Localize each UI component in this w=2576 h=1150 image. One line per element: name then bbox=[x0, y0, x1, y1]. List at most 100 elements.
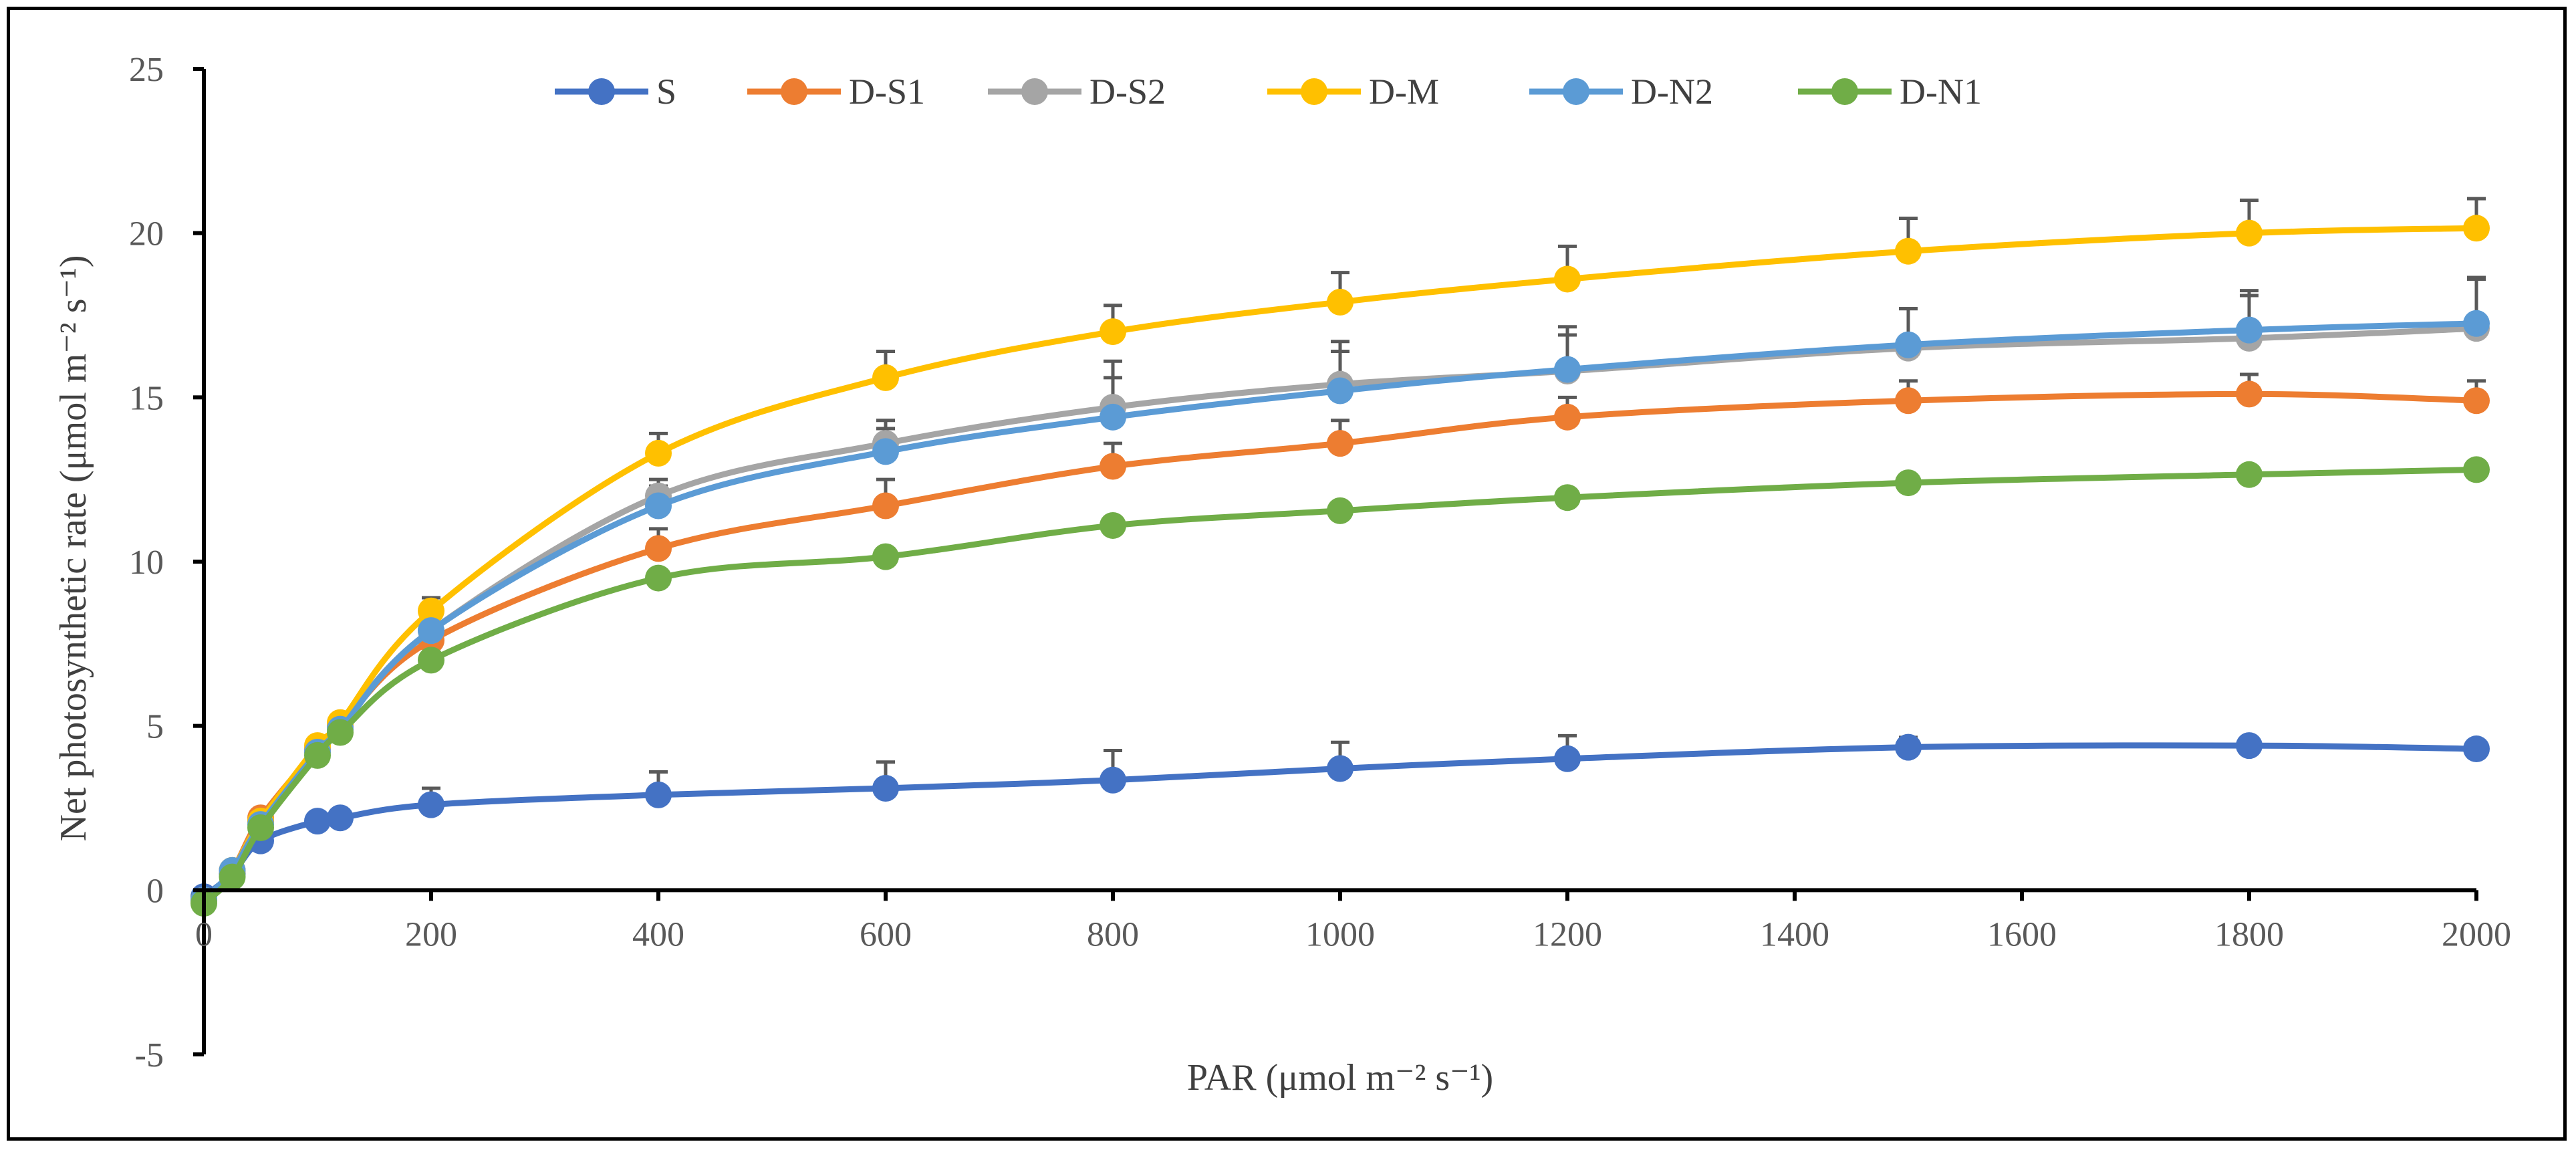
data-point bbox=[645, 781, 672, 808]
y-tick-label: 5 bbox=[146, 708, 164, 746]
y-tick-label: -5 bbox=[135, 1036, 164, 1074]
data-point bbox=[2463, 735, 2490, 763]
series-d-n2 bbox=[190, 310, 2490, 914]
data-point bbox=[1100, 766, 1126, 794]
data-point bbox=[872, 543, 899, 570]
data-point bbox=[1100, 318, 1126, 346]
data-point bbox=[2236, 380, 2263, 408]
legend-item-d-s1: D-S1 bbox=[747, 72, 925, 112]
data-point bbox=[247, 814, 274, 841]
data-point bbox=[1554, 403, 1581, 431]
data-point bbox=[418, 791, 444, 818]
data-point bbox=[1895, 733, 1922, 761]
series-d-m bbox=[190, 215, 2490, 914]
data-point bbox=[1554, 745, 1581, 772]
chart-frame bbox=[7, 7, 2567, 1141]
series-d-s1 bbox=[190, 380, 2490, 914]
x-tick-label: 1400 bbox=[1760, 915, 1829, 953]
legend-item-d-m: D-M bbox=[1267, 72, 1439, 112]
data-point bbox=[304, 808, 331, 835]
data-point bbox=[645, 535, 672, 562]
data-point bbox=[2236, 732, 2263, 760]
x-tick-label: 400 bbox=[632, 915, 684, 953]
y-tick-label: 0 bbox=[146, 872, 164, 910]
data-point bbox=[1327, 377, 1354, 405]
data-point bbox=[872, 492, 899, 520]
data-point bbox=[2463, 310, 2490, 337]
legend-marker bbox=[1831, 78, 1858, 105]
legend: S D-S1 D-S2 D-M D-N2 D-N1 bbox=[555, 72, 1982, 112]
data-point bbox=[872, 438, 899, 465]
y-axis-title: Net photosynthetic rate (μmol m⁻² s⁻¹) bbox=[53, 255, 94, 842]
x-tick-label: 600 bbox=[860, 915, 912, 953]
data-point bbox=[1554, 356, 1581, 383]
y-tick-label: 25 bbox=[129, 51, 164, 89]
data-point bbox=[2463, 215, 2490, 242]
data-point bbox=[1327, 497, 1354, 524]
legend-item-d-n1: D-N1 bbox=[1798, 72, 1982, 112]
data-point bbox=[1327, 288, 1354, 316]
x-tick-label: 1600 bbox=[1987, 915, 2057, 953]
ticks-layer: -5 0 5 10 15 20 25 0 200 400 600 800 1000 1200 1400 160… bbox=[129, 51, 2511, 1074]
data-point bbox=[418, 617, 444, 645]
x-axis-title: PAR (μmol m⁻² s⁻¹) bbox=[1187, 1057, 1493, 1099]
data-point bbox=[418, 597, 444, 624]
data-point bbox=[2236, 316, 2263, 344]
x-tick-label: 1200 bbox=[1533, 915, 1602, 953]
legend-marker bbox=[1301, 78, 1327, 105]
legend-item-d-s2: D-S2 bbox=[988, 72, 1166, 112]
data-point bbox=[418, 647, 444, 674]
data-point bbox=[872, 775, 899, 802]
legend-label: D-N1 bbox=[1900, 72, 1982, 112]
data-point bbox=[1327, 430, 1354, 457]
data-point bbox=[1100, 453, 1126, 480]
data-point bbox=[1895, 387, 1922, 415]
series-layer bbox=[190, 197, 2490, 917]
legend-marker bbox=[1021, 78, 1048, 105]
x-tick-label: 200 bbox=[405, 915, 457, 953]
legend-label: S bbox=[656, 72, 676, 112]
data-point bbox=[872, 364, 899, 391]
y-tick-label: 15 bbox=[129, 379, 164, 417]
data-point bbox=[327, 719, 354, 746]
y-tick-label: 10 bbox=[129, 544, 164, 582]
data-point bbox=[645, 439, 672, 467]
legend-label: D-N2 bbox=[1631, 72, 1713, 112]
data-point bbox=[1100, 403, 1126, 431]
data-point bbox=[1895, 237, 1922, 265]
series-d-n1 bbox=[190, 456, 2490, 917]
legend-item-d-n2: D-N2 bbox=[1529, 72, 1713, 112]
data-point bbox=[1895, 331, 1922, 358]
data-point bbox=[1554, 484, 1581, 511]
data-point bbox=[2463, 387, 2490, 415]
data-point bbox=[1554, 265, 1581, 293]
data-point bbox=[327, 804, 354, 832]
data-point bbox=[2236, 219, 2263, 247]
data-point bbox=[1895, 469, 1922, 497]
legend-item-s: S bbox=[555, 72, 676, 112]
data-point bbox=[645, 564, 672, 592]
data-point bbox=[219, 863, 246, 891]
x-tick-label: 0 bbox=[195, 915, 213, 953]
x-tick-label: 1800 bbox=[2214, 915, 2284, 953]
legend-label: D-S2 bbox=[1089, 72, 1166, 112]
x-tick-label: 2000 bbox=[2442, 915, 2511, 953]
y-tick-label: 20 bbox=[129, 215, 164, 253]
legend-marker bbox=[588, 78, 615, 105]
data-point bbox=[304, 741, 331, 769]
series-s bbox=[190, 732, 2490, 911]
legend-marker bbox=[781, 78, 807, 105]
data-point bbox=[2236, 461, 2263, 488]
legend-label: D-M bbox=[1369, 72, 1439, 112]
legend-label: D-S1 bbox=[849, 72, 925, 112]
data-point bbox=[2463, 456, 2490, 483]
x-tick-label: 1000 bbox=[1305, 915, 1375, 953]
data-point bbox=[1100, 511, 1126, 539]
data-point bbox=[1327, 755, 1354, 782]
x-tick-label: 800 bbox=[1087, 915, 1139, 953]
data-point bbox=[645, 492, 672, 520]
series-line-d-n1 bbox=[201, 466, 2480, 907]
series-line-d-s1 bbox=[201, 390, 2480, 903]
legend-marker bbox=[1563, 78, 1589, 105]
